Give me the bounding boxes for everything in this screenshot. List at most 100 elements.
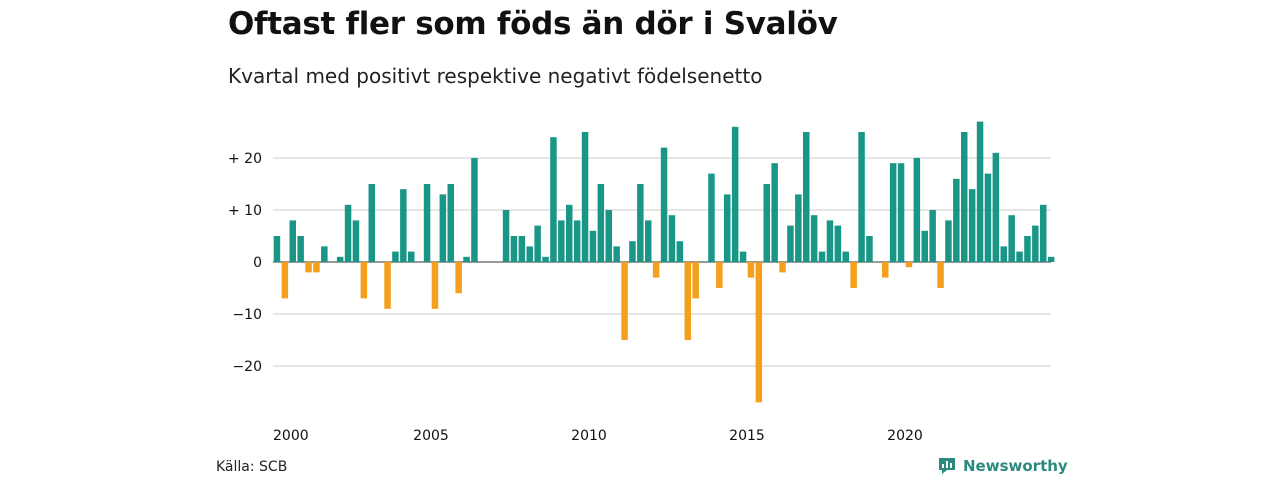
bar-positive [708, 173, 715, 262]
x-tick-label: 2010 [571, 428, 607, 444]
bar-positive [581, 132, 589, 262]
bar-positive [858, 132, 865, 262]
bar-positive [1032, 225, 1039, 262]
bar-negative [716, 262, 723, 288]
bar-positive [660, 147, 668, 262]
bar-positive [550, 137, 557, 262]
bar-positive [336, 256, 344, 262]
bar-negative [455, 262, 462, 294]
bar-positive [913, 158, 921, 262]
bar-positive [423, 184, 431, 262]
bar-positive [984, 173, 992, 262]
bar-positive [1024, 236, 1031, 262]
bar-positive [471, 158, 478, 262]
bar-positive [953, 178, 960, 262]
bar-positive [447, 184, 454, 262]
bar-negative [313, 262, 320, 273]
bar-positive [321, 246, 328, 262]
bar-positive [795, 194, 802, 262]
chart-subtitle: Kvartal med positivt respektive negativt… [228, 64, 763, 88]
bar-positive [297, 236, 304, 262]
bar-positive [597, 184, 605, 262]
bar-positive [668, 215, 676, 262]
y-tick-label: −20 [232, 359, 262, 375]
bar-positive [826, 220, 834, 262]
axis-labels: + 20 + 10 0 −10 −20 2000 2005 2010 2015 2020 [228, 151, 923, 444]
bar-positive [968, 189, 976, 262]
bar-positive [842, 251, 849, 262]
bar-positive [589, 230, 597, 262]
bar-positive [803, 132, 810, 262]
source-note: Källa: SCB [216, 459, 288, 475]
y-tick-label: −10 [232, 307, 262, 323]
bar-negative [281, 262, 289, 299]
bar-negative [305, 262, 312, 273]
x-tick-label: 2005 [413, 428, 449, 444]
bar-positive [629, 241, 636, 262]
newsworthy-logo-icon [939, 458, 955, 474]
bar-positive [392, 251, 399, 262]
bar-negative [431, 262, 439, 309]
bar-positive [344, 204, 352, 262]
bar-positive [992, 152, 1000, 262]
bar-positive [289, 220, 296, 262]
bar-positive [400, 189, 407, 262]
bar-positive [510, 236, 518, 262]
bar-positive [810, 215, 818, 262]
bar-positive [352, 220, 360, 262]
bar-positive [897, 163, 905, 262]
bar-negative [360, 262, 368, 299]
chart-title: Oftast fler som föds än dör i Svalöv [228, 6, 838, 42]
bar-positive [637, 184, 644, 262]
bar-negative [692, 262, 699, 299]
bar-positive [731, 126, 739, 262]
bar-positive [558, 220, 565, 262]
bar-positive [645, 220, 652, 262]
bars [273, 121, 1055, 403]
bar-positive [739, 251, 747, 262]
bar-negative [652, 262, 660, 278]
y-tick-label: + 20 [228, 151, 262, 167]
bar-positive [542, 256, 549, 262]
bar-positive [613, 246, 620, 262]
bar-positive [889, 163, 897, 262]
bar-positive [526, 246, 533, 262]
bar-positive [945, 220, 952, 262]
bar-positive [1040, 204, 1047, 262]
bar-positive [834, 225, 842, 262]
bar-positive [1008, 215, 1015, 262]
bar-negative [684, 262, 691, 340]
bar-negative [882, 262, 889, 278]
bar-positive [368, 184, 375, 262]
bar-positive [921, 230, 928, 262]
bar-positive [724, 194, 731, 262]
bar-positive [866, 236, 873, 262]
y-tick-label: 0 [253, 255, 262, 271]
bar-negative [937, 262, 944, 288]
x-tick-label: 2000 [273, 428, 309, 444]
bar-positive [566, 204, 573, 262]
bar-positive [534, 225, 541, 262]
bar-negative [850, 262, 857, 288]
brand-name: Newsworthy [963, 457, 1068, 475]
bar-positive [273, 236, 281, 262]
bar-negative [755, 262, 763, 403]
bar-negative [905, 262, 913, 268]
bar-positive [763, 184, 770, 262]
bar-negative [621, 262, 628, 340]
bar-positive [439, 194, 447, 262]
bar-positive [771, 163, 778, 262]
bar-positive [463, 256, 470, 262]
bar-positive [929, 210, 936, 262]
bar-positive [518, 236, 526, 262]
bar-negative [779, 262, 786, 273]
y-tick-label: + 10 [228, 203, 262, 219]
bar-positive [502, 210, 510, 262]
bar-positive [408, 251, 415, 262]
x-tick-label: 2020 [887, 428, 923, 444]
bar-positive [573, 220, 581, 262]
brand-logo: Newsworthy [937, 456, 1068, 476]
bar-positive [1016, 251, 1023, 262]
bar-positive [961, 132, 968, 262]
